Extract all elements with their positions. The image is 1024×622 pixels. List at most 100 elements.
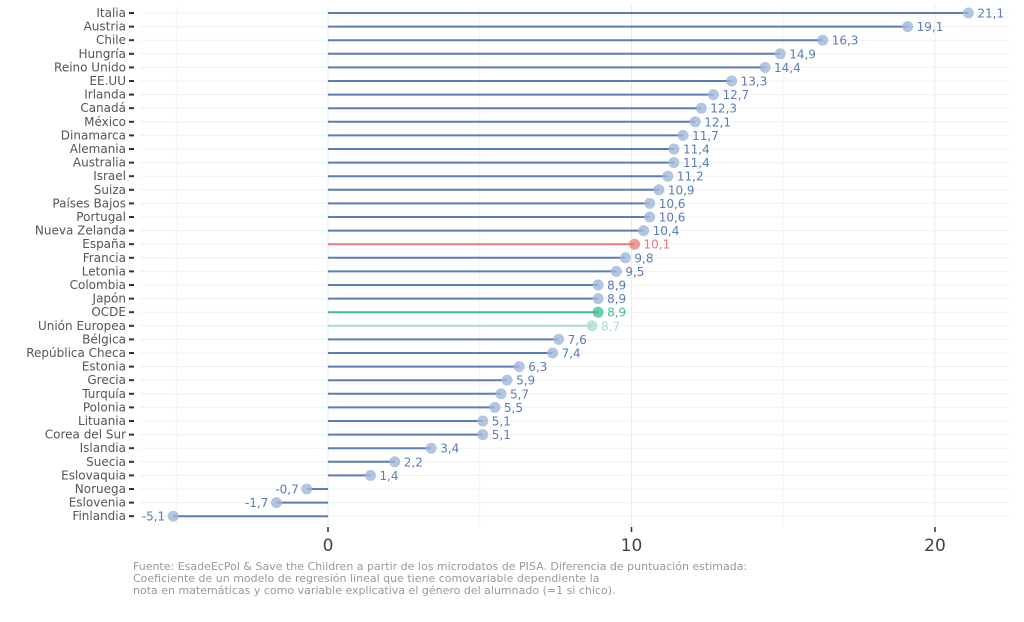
lollipop-point xyxy=(707,89,719,101)
caption-line: nota en matemáticas y como variable expl… xyxy=(133,584,616,597)
y-axis-label: Lituania xyxy=(78,414,126,428)
lollipop-point xyxy=(489,401,501,413)
value-label: 10,9 xyxy=(668,183,695,197)
y-axis-label: Alemania xyxy=(70,142,126,156)
y-axis-label: Irlanda xyxy=(84,88,126,102)
value-label: 14,4 xyxy=(774,61,801,75)
lollipop-point xyxy=(759,61,771,73)
y-axis-label: Colombia xyxy=(70,278,126,292)
y-axis-label: Chile xyxy=(96,33,126,47)
y-axis-label: Bélgica xyxy=(82,332,126,346)
value-label: 8,9 xyxy=(607,292,626,306)
y-axis-label: Nueva Zelanda xyxy=(35,224,126,238)
y-axis-label: Dinamarca xyxy=(61,128,126,142)
y-axis-label: México xyxy=(84,115,126,129)
y-axis-label: Portugal xyxy=(76,210,126,224)
value-label: -0,7 xyxy=(275,483,298,497)
value-label: 5,7 xyxy=(510,387,529,401)
chart-caption: Fuente: EsadeEcPol & Save the Children a… xyxy=(133,561,933,597)
y-axis-label: Letonia xyxy=(82,264,126,278)
lollipop-point xyxy=(592,306,604,318)
value-label: 8,9 xyxy=(607,306,626,320)
lollipop-point xyxy=(638,225,650,237)
lollipop-point xyxy=(619,252,631,264)
value-label: 9,5 xyxy=(625,265,644,279)
lollipop-point xyxy=(668,157,680,169)
caption-line: Fuente: EsadeEcPol & Save the Children a… xyxy=(133,560,748,573)
lollipop-point xyxy=(553,333,565,345)
y-axis-label: Polonia xyxy=(83,400,126,414)
y-axis-label: Noruega xyxy=(75,482,126,496)
value-label: -5,1 xyxy=(142,510,165,524)
lollipop-point xyxy=(592,293,604,305)
lollipop-point xyxy=(644,211,656,223)
lollipop-point xyxy=(695,102,707,114)
lollipop-point xyxy=(477,429,489,441)
y-axis-label: Italia xyxy=(96,6,126,20)
value-label: 5,5 xyxy=(504,401,523,415)
value-label: 16,3 xyxy=(832,34,859,48)
y-axis-label: Canadá xyxy=(80,101,126,115)
y-axis-label: Japón xyxy=(92,292,126,306)
caption-line: Coeficiente de un modelo de regresión li… xyxy=(133,572,600,585)
lollipop-point xyxy=(586,320,598,332)
lollipop-point xyxy=(644,197,656,209)
y-axis-label: OCDE xyxy=(91,305,126,319)
value-label: 3,4 xyxy=(440,442,459,456)
y-axis-label: España xyxy=(82,237,126,251)
lollipop-point xyxy=(689,116,701,128)
lollipop-point xyxy=(495,388,507,400)
lollipop-point xyxy=(301,483,313,495)
value-label: 5,1 xyxy=(492,415,511,429)
lollipop-point xyxy=(513,361,525,373)
value-label: 13,3 xyxy=(741,75,768,89)
lollipop-point xyxy=(817,34,829,46)
lollipop-point xyxy=(547,347,559,359)
y-axis-label: Austria xyxy=(84,20,126,34)
value-label: 8,9 xyxy=(607,279,626,293)
lollipop-point xyxy=(425,442,437,454)
value-label: 10,4 xyxy=(653,224,680,238)
lollipop-point xyxy=(962,7,974,19)
lollipop-point xyxy=(610,265,622,277)
lollipop-point xyxy=(902,21,914,33)
y-axis-label: Francia xyxy=(83,251,126,265)
y-axis-label: Eslovenia xyxy=(69,496,126,510)
y-axis-label: Islandia xyxy=(80,441,126,455)
y-axis-label: EE.UU xyxy=(89,74,126,88)
y-axis-label: Unión Europea xyxy=(38,319,126,333)
lollipop-point xyxy=(677,129,689,141)
lollipop-point xyxy=(653,184,665,196)
lollipop-point xyxy=(592,279,604,291)
y-axis-label: Turquía xyxy=(81,387,126,401)
y-axis-label: Suecia xyxy=(86,455,126,469)
value-label: 12,7 xyxy=(722,88,749,102)
y-axis-label: Corea del Sur xyxy=(45,428,126,442)
y-axis-label: Estonia xyxy=(82,360,126,374)
value-label: 9,8 xyxy=(634,251,653,265)
y-axis-label: Australia xyxy=(73,156,126,170)
lollipop-point xyxy=(774,48,786,60)
value-label: 11,4 xyxy=(683,143,710,157)
value-label: 11,7 xyxy=(692,129,719,143)
y-axis-label: Grecia xyxy=(87,373,126,387)
value-label: 8,7 xyxy=(601,319,620,333)
value-label: 19,1 xyxy=(917,20,944,34)
y-axis-label: Suiza xyxy=(94,183,126,197)
value-label: 11,2 xyxy=(677,170,704,184)
value-label: 21,1 xyxy=(977,7,1004,21)
value-label: 11,4 xyxy=(683,156,710,170)
value-label: 10,6 xyxy=(659,197,686,211)
value-label: 14,9 xyxy=(789,47,816,61)
x-tick-label: 10 xyxy=(621,536,643,556)
value-label: 7,4 xyxy=(562,347,581,361)
lollipop-point xyxy=(477,415,489,427)
lollipop-point xyxy=(662,170,674,182)
value-label: 5,9 xyxy=(516,374,535,388)
lollipop-point xyxy=(629,238,641,250)
value-label: 1,4 xyxy=(379,469,398,483)
value-label: 10,6 xyxy=(659,211,686,225)
value-label: 10,1 xyxy=(644,238,671,252)
value-label: 12,1 xyxy=(704,115,731,129)
